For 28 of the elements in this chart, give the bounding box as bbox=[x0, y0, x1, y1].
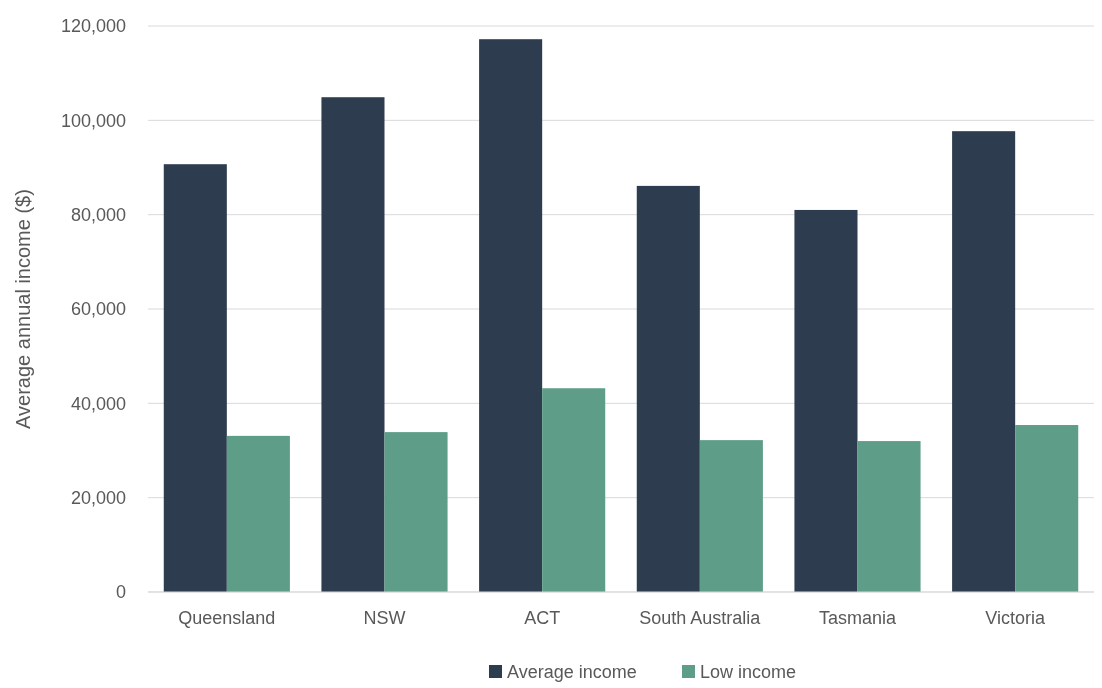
bar bbox=[542, 388, 606, 592]
y-tick-label: 100,000 bbox=[60, 110, 126, 131]
y-tick-label: 40,000 bbox=[70, 393, 126, 414]
x-tick-label: Tasmania bbox=[818, 608, 897, 628]
x-tick-label: Queensland bbox=[178, 608, 276, 628]
y-tick-label: 60,000 bbox=[70, 299, 126, 320]
y-tick-label: 0 bbox=[115, 582, 126, 603]
bar bbox=[1015, 425, 1079, 592]
x-tick-label: ACT bbox=[524, 608, 561, 628]
bar bbox=[857, 441, 921, 592]
bar bbox=[952, 131, 1016, 592]
y-tick-label: 120,000 bbox=[60, 16, 126, 37]
x-tick-label: South Australia bbox=[639, 608, 762, 628]
bar bbox=[163, 164, 227, 592]
bar bbox=[321, 97, 385, 592]
x-tick-label: NSW bbox=[363, 608, 406, 628]
bar bbox=[384, 432, 448, 592]
legend-label: Average income bbox=[507, 662, 637, 682]
bar bbox=[226, 435, 290, 592]
y-axis-title: Average annual income ($) bbox=[12, 189, 34, 429]
legend-label: Low income bbox=[700, 662, 797, 682]
y-tick-label: 80,000 bbox=[70, 204, 126, 225]
bar bbox=[794, 209, 858, 592]
y-tick-label: 20,000 bbox=[70, 487, 126, 508]
bar bbox=[699, 440, 763, 592]
bar bbox=[479, 39, 543, 592]
bar bbox=[636, 185, 700, 592]
x-tick-label: Victoria bbox=[985, 608, 1046, 628]
